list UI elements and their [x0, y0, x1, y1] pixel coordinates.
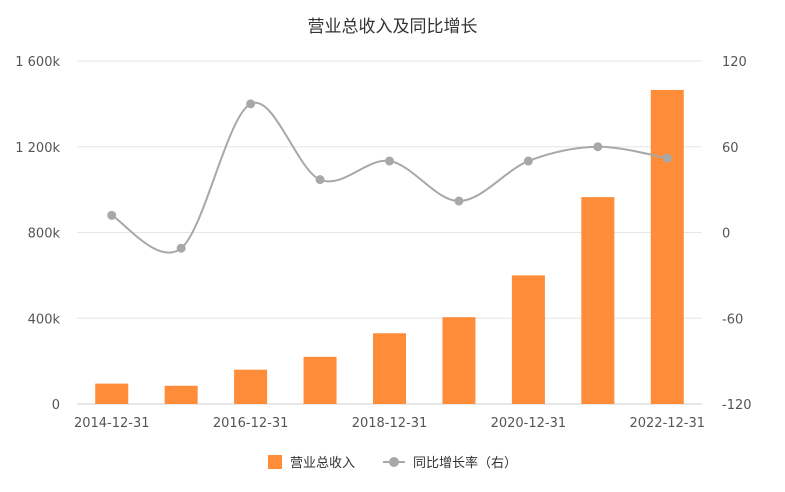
bar	[511, 275, 545, 404]
y-right-tick-label: 60	[722, 141, 739, 156]
y-left-tick-label: 1 600k	[15, 55, 60, 70]
bar	[442, 317, 476, 404]
x-tick-label: 2018-12-31	[352, 416, 428, 431]
growth-point	[523, 156, 533, 166]
growth-point	[385, 156, 394, 166]
y-right-tick-label: -120	[722, 398, 752, 413]
legend-item-revenue[interactable]: 营业总收入	[267, 452, 355, 471]
bar	[234, 369, 268, 404]
y-right-tick-label: 120	[722, 55, 747, 70]
legend-line-swatch	[383, 455, 405, 469]
x-tick-label: 2022-12-31	[629, 416, 705, 431]
x-tick-label: 2020-12-31	[491, 416, 567, 431]
growth-point	[315, 175, 325, 185]
x-tick-label: 2014-12-31	[74, 416, 150, 431]
bar	[373, 333, 406, 404]
y-left-tick-label: 400k	[28, 312, 61, 327]
growth-point	[176, 243, 186, 253]
y-right-tick-label: -60	[722, 312, 743, 327]
legend-label-revenue: 营业总收入	[289, 456, 355, 471]
legend-label-growth: 同比增长率（右）	[413, 456, 518, 471]
bar	[95, 383, 129, 404]
growth-line	[111, 101, 668, 254]
legend: 营业总收入 同比增长率（右）	[0, 452, 785, 471]
growth-point	[246, 99, 256, 109]
y-left-tick-label: 1 200k	[15, 141, 60, 156]
bar	[164, 385, 198, 404]
bar	[650, 89, 684, 405]
legend-item-growth[interactable]: 同比增长率（右）	[383, 452, 517, 471]
legend-bar-swatch	[267, 454, 282, 469]
bar	[581, 197, 615, 404]
growth-point	[107, 210, 117, 220]
x-tick-label: 2016-12-31	[213, 416, 289, 431]
growth-point	[662, 153, 672, 163]
growth-point	[454, 196, 464, 206]
y-left-tick-label: 800k	[28, 227, 61, 242]
y-left-tick-label: 0	[52, 398, 60, 413]
bar	[303, 356, 337, 404]
y-right-tick-label: 0	[722, 227, 730, 242]
chart-title: 营业总收入及同比增长	[307, 17, 478, 37]
growth-point	[593, 142, 603, 152]
